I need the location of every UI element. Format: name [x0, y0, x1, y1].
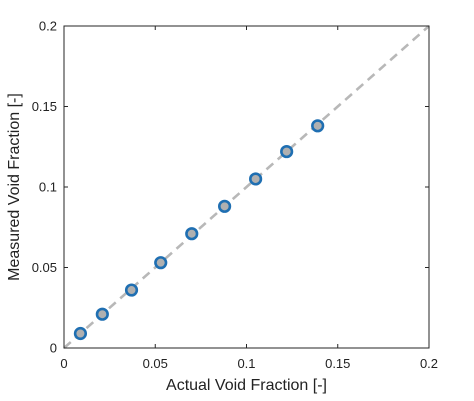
data-point	[95, 307, 109, 321]
y-tick-label: 0.1	[39, 180, 57, 195]
y-tick-label: 0	[50, 341, 57, 356]
data-points-layer	[73, 119, 325, 341]
x-tick-label: 0.05	[143, 356, 168, 371]
data-point	[311, 119, 325, 133]
data-point	[218, 199, 232, 213]
y-tick-label: 0.15	[32, 99, 57, 114]
x-tick-labels: 0 0.05 0.1 0.15 0.2	[60, 356, 438, 371]
data-point	[280, 144, 294, 159]
data-point	[73, 326, 88, 341]
reference-line	[63, 25, 430, 349]
x-tick-label: 0.1	[237, 356, 255, 371]
x-axis-title: Actual Void Fraction [-]	[166, 377, 327, 394]
y-tick-labels: 0 0.05 0.1 0.15 0.2	[32, 19, 57, 356]
data-point	[124, 283, 139, 297]
x-tick-label: 0.15	[325, 356, 350, 371]
data-point	[249, 172, 263, 186]
reference-line-layer	[63, 25, 430, 349]
y-axis-title: Measured Void Fraction [-]	[6, 93, 23, 281]
y-tick-label: 0.05	[32, 260, 57, 275]
x-tick-label: 0.2	[420, 356, 438, 371]
data-point	[185, 227, 199, 241]
data-point	[154, 256, 168, 270]
ticks-layer	[63, 25, 430, 349]
x-tick-label: 0	[60, 356, 67, 371]
y-tick-label: 0.2	[39, 19, 57, 34]
